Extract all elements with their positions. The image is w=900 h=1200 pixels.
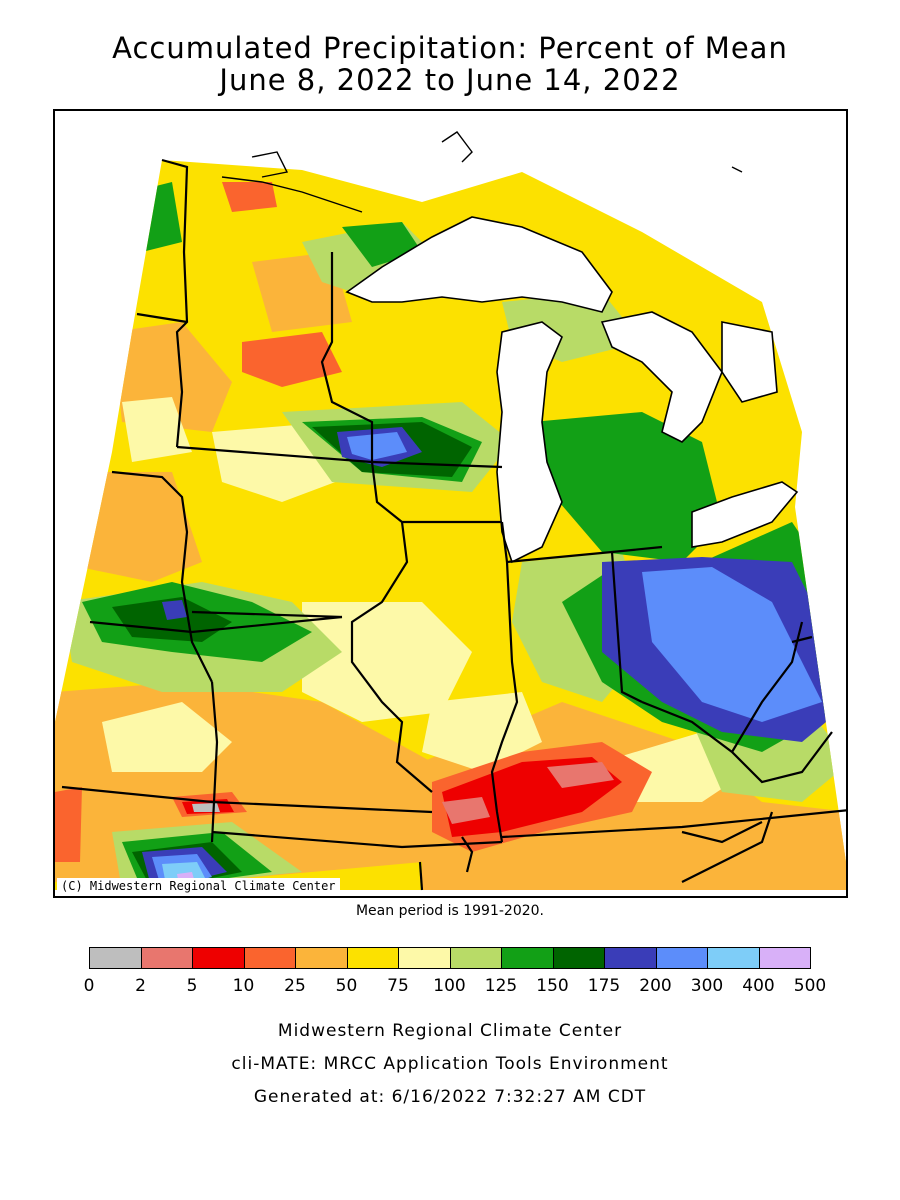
- legend-swatch: [655, 947, 708, 969]
- legend-swatch: [295, 947, 348, 969]
- legend-swatch: [398, 947, 451, 969]
- precipitation-map: (C) Midwestern Regional Climate Center: [53, 109, 848, 898]
- state-borders: [61, 158, 846, 891]
- copyright-label: (C) Midwestern Regional Climate Center: [57, 878, 340, 894]
- legend-tick-label: 25: [284, 976, 306, 996]
- legend-swatch: [243, 947, 296, 969]
- legend-tick-label: 300: [690, 976, 724, 996]
- legend-tick-label: 400: [742, 976, 775, 996]
- legend-tick-label: 2: [135, 976, 146, 996]
- footer-organization: Midwestern Regional Climate Center: [277, 1021, 623, 1041]
- legend-tick-label: 0: [83, 976, 95, 996]
- legend-swatch: [89, 947, 142, 969]
- legend-swatch: [346, 947, 399, 969]
- mean-period-note: Mean period is 1991-2020.: [355, 903, 545, 919]
- legend-tick-label: 5: [186, 976, 198, 996]
- legend-tick-label: 125: [484, 976, 518, 996]
- legend-swatch: [501, 947, 554, 969]
- map-date-range: June 8, 2022 to June 14, 2022: [219, 63, 681, 97]
- map-canvas: [55, 131, 846, 891]
- legend-tick-label: 200: [639, 976, 672, 996]
- legend-swatch: [140, 947, 193, 969]
- map-title: Accumulated Precipitation: Percent of Me…: [112, 31, 788, 65]
- footer-tool-name: cli-MATE: MRCC Application Tools Environ…: [231, 1054, 669, 1074]
- legend-swatch: [192, 947, 245, 969]
- legend-tick-label: 100: [433, 976, 466, 996]
- color-legend: [89, 947, 811, 969]
- northern-coastline: [221, 131, 743, 213]
- legend-tick-label: 175: [587, 976, 621, 996]
- legend-tick-label: 75: [387, 976, 409, 996]
- legend-tick-labels: 0 2 5 10 25 50 75 100 125 150 175 200 300 400 500: [0, 976, 900, 998]
- legend-swatch: [604, 947, 657, 969]
- legend-swatch: [552, 947, 605, 969]
- legend-swatch: [449, 947, 502, 969]
- legend-tick-label: 500: [793, 976, 827, 996]
- legend-swatch: [758, 947, 811, 969]
- legend-tick-label: 50: [335, 976, 358, 996]
- great-lakes: [345, 216, 799, 564]
- legend-swatch: [707, 947, 760, 969]
- legend-tick-label: 150: [536, 976, 569, 996]
- legend-tick-label: 10: [232, 976, 255, 996]
- footer-generated-time: Generated at: 6/16/2022 7:32:27 AM CDT: [253, 1087, 647, 1107]
